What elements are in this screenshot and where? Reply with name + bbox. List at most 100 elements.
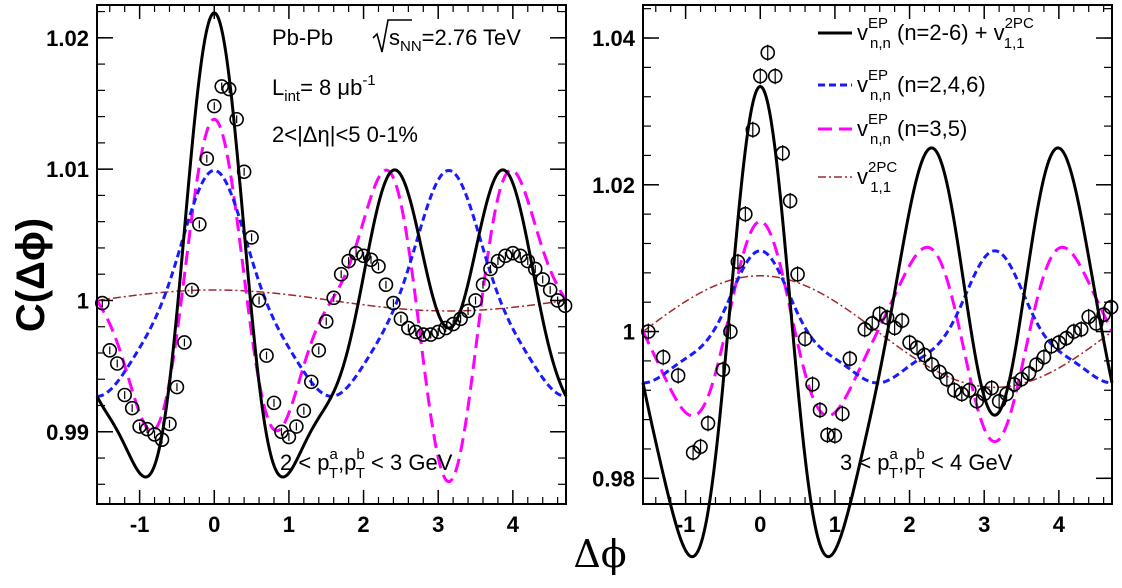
data-point	[902, 334, 917, 351]
marker	[991, 393, 1007, 409]
legend-sup: EP	[868, 15, 888, 32]
marker	[94, 295, 110, 311]
legend-label: vEP n,n (n=3,5)	[857, 111, 967, 148]
data-point	[102, 343, 118, 358]
data-point	[864, 315, 880, 332]
legend-text: (n=2,4,6)	[891, 72, 986, 97]
data-point	[752, 68, 768, 85]
marker	[453, 311, 468, 327]
marker	[259, 348, 274, 363]
curve-v11	[642, 275, 1113, 389]
marker	[969, 393, 985, 409]
x-tick-label: -1	[130, 512, 150, 537]
data-point	[221, 81, 237, 97]
marker	[266, 395, 282, 411]
energy-label: =2.76 TeV	[422, 25, 522, 50]
data-point	[154, 432, 170, 447]
pt-post: < 3 GeV	[365, 450, 453, 475]
marker	[917, 347, 932, 363]
data-point	[535, 272, 551, 287]
marker	[961, 382, 977, 398]
data-point	[423, 327, 439, 342]
pt-sup-a: a	[890, 446, 899, 463]
data-point	[924, 356, 940, 373]
marker	[505, 245, 521, 261]
data-point	[311, 343, 327, 358]
x-tick-label: 0	[754, 512, 766, 537]
x-tick-label: 3	[978, 512, 990, 537]
data-point	[723, 323, 738, 340]
marker	[535, 272, 551, 287]
data-point	[640, 323, 656, 340]
marker	[244, 230, 259, 245]
marker	[281, 429, 297, 445]
data-point	[700, 415, 716, 432]
pt-post: < 4 GeV	[925, 450, 1013, 475]
marker	[348, 245, 364, 261]
marker	[760, 45, 776, 60]
pt-mid: ,p	[898, 450, 916, 475]
data-point	[917, 346, 932, 364]
marker	[693, 439, 708, 455]
data-point	[805, 376, 820, 393]
data-point	[453, 311, 468, 327]
data-point	[760, 44, 776, 61]
marker	[655, 349, 671, 365]
y-tick-label: 0.99	[46, 420, 89, 445]
data-point	[281, 429, 297, 445]
marker	[887, 320, 902, 336]
data-point	[139, 421, 155, 437]
data-point	[348, 245, 364, 261]
marker	[752, 68, 768, 84]
y-tick-label: 1.02	[46, 26, 89, 51]
marker	[715, 362, 731, 378]
marker	[438, 320, 453, 336]
data-point	[229, 111, 244, 127]
data-point	[969, 393, 985, 410]
marker	[1096, 307, 1111, 322]
marker	[842, 351, 858, 367]
legend-sup: 2PC	[868, 159, 897, 176]
data-point	[1088, 315, 1104, 332]
marker	[1029, 357, 1044, 372]
data-point	[356, 248, 371, 264]
legend-entry: vEP n,n (n=2,4,6)	[818, 67, 986, 104]
data-point	[236, 164, 252, 180]
marker	[356, 248, 371, 264]
data-point	[162, 416, 177, 432]
data-point	[244, 230, 259, 245]
marker	[415, 327, 431, 342]
data-point	[341, 253, 356, 269]
legend-entry: vEP n,n (n=3,5)	[818, 111, 967, 148]
legend-label: vEP n,n (n=2,4,6)	[857, 67, 986, 104]
pt-sup-b: b	[916, 446, 924, 463]
marker	[954, 386, 970, 402]
x-axis-title: Δϕ	[573, 532, 626, 576]
legend-entry: v2PC 1,1	[818, 159, 897, 196]
x-tick-label: 2	[903, 512, 915, 537]
data-point	[1006, 376, 1022, 393]
legend-sub: n,n	[870, 87, 891, 104]
x-tick-label: 0	[208, 512, 220, 537]
legend-entry: vEP n,n (n=2-6) + v2PC 1,1	[818, 15, 1034, 52]
marker	[767, 68, 783, 84]
marker	[775, 145, 790, 161]
legend: vEP n,n (n=2-6) + v2PC 1,1 vEP n,n (n=2,4,6)…	[818, 15, 1034, 196]
left-frame	[96, 4, 567, 505]
data-point	[475, 277, 491, 293]
marker	[124, 400, 140, 416]
marker	[542, 282, 558, 298]
curve-total	[95, 11, 568, 479]
marker	[102, 343, 118, 358]
marker	[490, 253, 506, 269]
data-point	[1044, 338, 1059, 355]
marker	[154, 432, 170, 447]
marker	[132, 419, 147, 434]
marker	[1088, 316, 1104, 331]
marker	[192, 216, 207, 232]
marker	[169, 379, 185, 395]
sqrt-s-label: s	[389, 25, 400, 50]
right-pt-annotation: 3 < pa T,pb T < 4 GeV	[840, 446, 1013, 482]
data-point	[326, 290, 342, 306]
marker	[550, 293, 565, 308]
